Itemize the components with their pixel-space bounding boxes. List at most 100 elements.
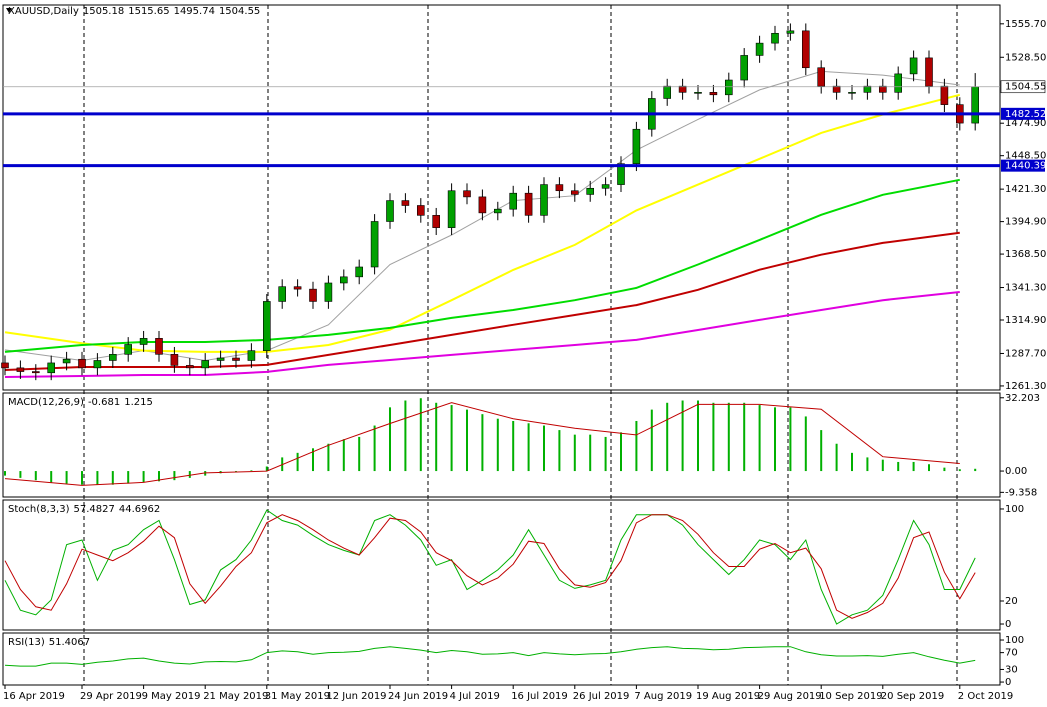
y-tick-label: 100	[1005, 635, 1024, 646]
x-tick-label: 21 May 2019	[203, 691, 268, 702]
candle-body	[524, 192, 533, 216]
header-value: -0.681	[88, 397, 120, 408]
candle-body	[632, 128, 641, 164]
y-tick-label: 1528.50	[1005, 52, 1046, 63]
macd-bar	[912, 461, 915, 472]
candle-body	[493, 208, 502, 214]
y-tick-label: 1368.50	[1005, 249, 1046, 260]
x-tick-label: 2 Oct 2019	[958, 691, 1013, 702]
candle-body	[186, 365, 194, 369]
candle-body	[755, 42, 764, 56]
candle-body	[339, 276, 348, 284]
candle-body	[170, 354, 179, 366]
y-tick-label: 30	[1005, 664, 1018, 675]
macd-bar	[142, 471, 145, 483]
macd-bar	[19, 471, 22, 478]
candle-body	[925, 57, 933, 87]
y-tick-label: 70	[1005, 648, 1018, 659]
x-tick-label: 10 Sep 2019	[819, 691, 882, 702]
panel-title: XAUUSD,Daily 1505.18 1515.65 1495.74 1504.55	[8, 6, 260, 17]
x-tick-label: 26 Jul 2019	[573, 691, 630, 702]
macd-bar	[620, 432, 622, 472]
macd-bar	[604, 436, 607, 472]
candle-body	[971, 86, 980, 124]
indicator-line	[4, 514, 976, 619]
panel-frame	[2, 632, 1001, 686]
candle-body	[771, 32, 779, 44]
candle-body	[478, 196, 487, 214]
macd-signal	[4, 402, 960, 486]
candle-body	[601, 184, 610, 189]
candle-body	[109, 354, 117, 361]
candle-body	[570, 190, 579, 195]
panel-title: MACD(12,26,9) -0.681 1.215	[8, 397, 153, 408]
panel-frame	[2, 499, 1001, 631]
candle-body	[724, 79, 733, 96]
macd-bar	[697, 400, 699, 472]
candle-body	[47, 362, 56, 374]
y-tick-label: 32.203	[1005, 393, 1040, 404]
candle-body	[663, 85, 672, 99]
y-tick-label: -9.358	[1005, 487, 1037, 498]
candle-body	[848, 92, 856, 94]
candle-body	[832, 85, 841, 93]
panel-title: Stoch(8,3,3) 57.4827 44.6962	[8, 504, 160, 515]
macd-bar	[666, 402, 669, 472]
level-tag	[1001, 107, 1045, 120]
y-tick-label: 1448.50	[1005, 151, 1046, 162]
y-tick-label: 1394.90	[1005, 217, 1046, 228]
panel-title: RSI(13) 51.4067	[8, 637, 90, 648]
panel-title-text: Stoch(8,3,3)	[8, 504, 70, 515]
candle-body	[894, 73, 903, 93]
candle-body	[278, 286, 287, 302]
macd-bar	[866, 457, 869, 472]
panel-frame	[2, 4, 1001, 391]
y-tick-label: 1287.70	[1005, 348, 1046, 359]
x-tick-label: 7 Aug 2019	[634, 691, 692, 702]
macd-bar	[158, 471, 160, 482]
macd-bar	[250, 470, 253, 472]
x-tick-label: 4 Jul 2019	[450, 691, 500, 702]
macd-bar	[342, 439, 345, 472]
y-tick-label: 0	[1005, 677, 1011, 688]
candle-body	[447, 190, 456, 228]
macd-bar	[928, 464, 930, 472]
macd-bar	[450, 405, 453, 472]
macd-bar	[650, 409, 653, 472]
y-tick-label: 1314.90	[1005, 315, 1046, 326]
candle-body	[16, 367, 25, 372]
macd-bar	[804, 416, 807, 472]
macd-bar	[34, 471, 37, 481]
x-tick-label: 9 May 2019	[142, 691, 201, 702]
panel-title-text: XAUUSD,Daily	[8, 6, 79, 17]
candle-body	[786, 30, 795, 34]
macd-bar	[589, 434, 592, 472]
x-tick-label: 16 Jul 2019	[511, 691, 568, 702]
y-tick-label: 100	[1005, 504, 1024, 515]
level-tag-label: 1440.39	[1005, 161, 1046, 172]
candle-body	[401, 200, 410, 206]
y-tick-label: 0.00	[1005, 466, 1027, 477]
candle-body	[139, 338, 148, 345]
x-tick-label: 24 Jun 2019	[388, 691, 448, 702]
macd-bar	[81, 471, 83, 485]
macd-bar	[758, 405, 761, 472]
y-tick-label: 1474.90	[1005, 118, 1046, 129]
symbol-icon	[6, 8, 12, 13]
x-tick-label: 29 Aug 2019	[758, 691, 822, 702]
x-tick-label: 16 Apr 2019	[3, 691, 65, 702]
candle-body	[555, 184, 564, 192]
macd-bar	[481, 414, 484, 472]
candle-body	[863, 85, 872, 93]
level-tag-label: 1482.52	[1005, 109, 1046, 120]
macd-bar	[50, 471, 53, 483]
macd-bar	[712, 402, 715, 472]
y-tick-label: 0	[1005, 619, 1011, 630]
candle-body	[940, 85, 949, 105]
candle-body	[247, 350, 256, 361]
candle-body	[586, 187, 595, 195]
macd-bar	[573, 434, 576, 472]
macd-bar	[681, 400, 684, 472]
header-value: 51.4067	[49, 637, 90, 648]
candle-body	[709, 92, 718, 96]
